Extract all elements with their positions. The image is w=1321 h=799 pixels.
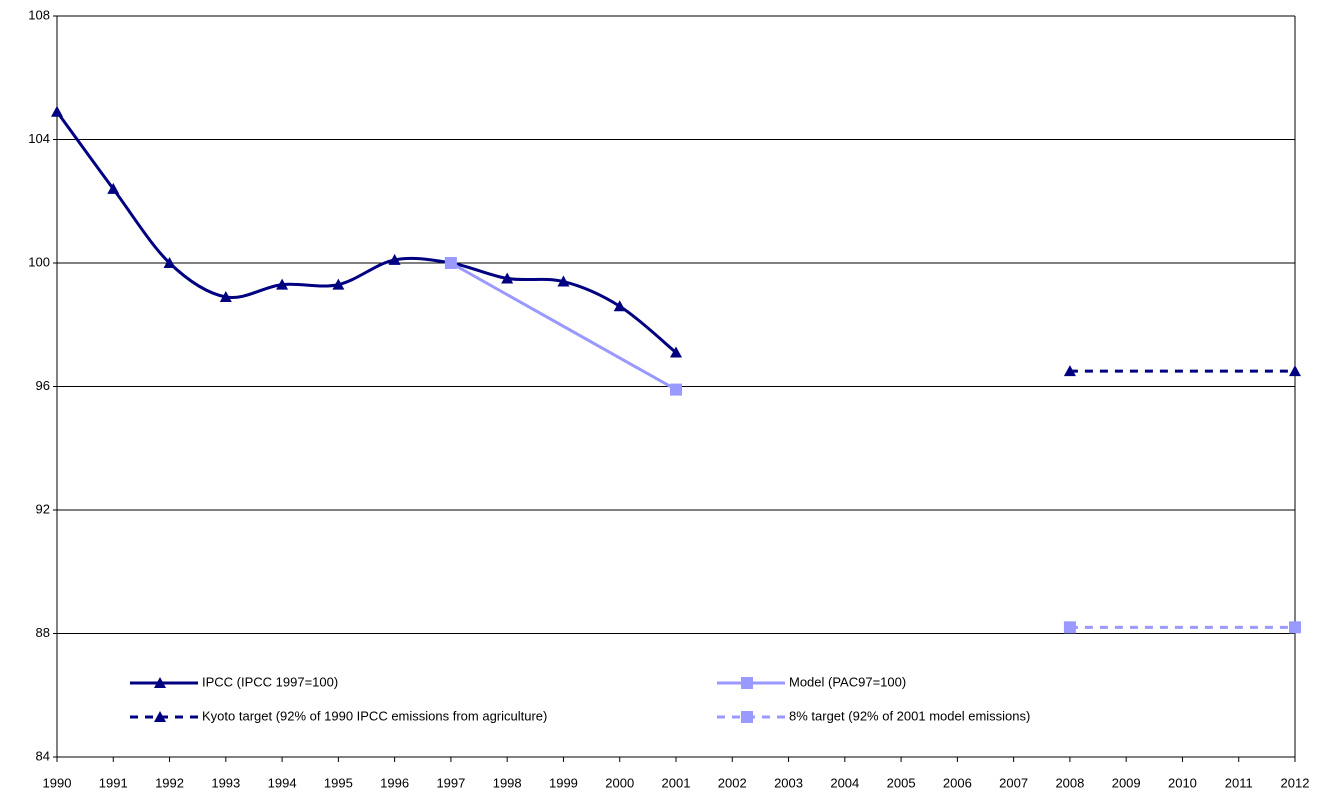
x-tick-label: 2007 (999, 775, 1028, 790)
y-tick-label: 104 (28, 131, 50, 146)
marker (51, 105, 63, 117)
marker (1063, 621, 1076, 634)
series-line (450, 261, 677, 391)
marker (219, 290, 232, 302)
x-tick-label: 1991 (99, 775, 128, 790)
x-tick-label: 1992 (155, 775, 184, 790)
x-tick-label: 2011 (1225, 775, 1253, 790)
x-tick-label: 1998 (493, 775, 522, 790)
x-tick-label: 1996 (380, 775, 409, 790)
legend-label: 8% target (92% of 2001 model emissions) (789, 708, 1030, 723)
marker (332, 278, 345, 290)
marker (107, 182, 120, 194)
marker (1289, 621, 1301, 634)
x-tick-label: 1990 (43, 775, 72, 790)
x-tick-label: 2004 (830, 775, 859, 790)
series-line (55, 110, 677, 354)
marker (163, 257, 176, 268)
marker (501, 272, 514, 284)
legend-label: IPCC (IPCC 1997=100) (202, 674, 338, 689)
y-tick-label: 84 (36, 748, 50, 763)
marker (741, 711, 753, 723)
marker (670, 346, 682, 358)
x-tick-label: 1993 (211, 775, 240, 790)
marker (154, 711, 166, 722)
x-tick-label: 2010 (1168, 775, 1197, 790)
x-tick-label: 2001 (662, 775, 691, 790)
x-tick-label: 1994 (268, 775, 297, 790)
y-tick-label: 92 (36, 501, 50, 516)
y-tick-label: 108 (28, 7, 50, 22)
marker (444, 257, 457, 269)
marker (613, 300, 626, 312)
legend-label: Kyoto target (92% of 1990 IPCC emissions… (202, 708, 547, 723)
marker (1063, 365, 1076, 377)
x-tick-label: 1995 (324, 775, 353, 790)
x-tick-label: 2008 (1055, 775, 1084, 790)
marker (1289, 365, 1301, 377)
y-tick-label: 96 (36, 378, 50, 393)
y-tick-label: 100 (28, 254, 50, 269)
marker (741, 677, 753, 689)
x-tick-label: 2009 (1112, 775, 1141, 790)
x-tick-label: 2012 (1281, 775, 1310, 790)
y-tick-label: 88 (36, 625, 50, 640)
marker (154, 677, 166, 688)
x-tick-label: 1997 (436, 775, 465, 790)
marker (276, 278, 289, 290)
marker (670, 383, 682, 396)
x-tick-label: 2000 (605, 775, 634, 790)
x-tick-label: 2006 (943, 775, 972, 790)
x-tick-label: 1999 (549, 775, 578, 790)
legend-label: Model (PAC97=100) (789, 674, 906, 689)
marker (557, 275, 570, 287)
x-tick-label: 2005 (887, 775, 916, 790)
x-tick-label: 2003 (774, 775, 803, 790)
x-tick-label: 2002 (718, 775, 747, 790)
marker (388, 253, 401, 265)
